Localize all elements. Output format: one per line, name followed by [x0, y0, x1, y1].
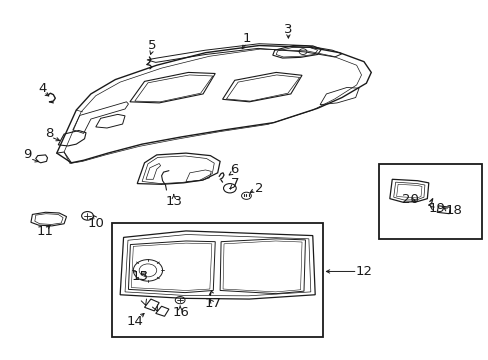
Text: 12: 12 [355, 265, 372, 278]
Bar [112, 223, 322, 337]
Text: 18: 18 [445, 204, 462, 217]
Text: 11: 11 [36, 225, 53, 238]
Text: 3: 3 [284, 23, 292, 36]
Text: 7: 7 [230, 177, 239, 190]
Text: 6: 6 [230, 163, 239, 176]
Text: 10: 10 [87, 216, 104, 230]
Text: 5: 5 [147, 39, 156, 52]
Text: 16: 16 [172, 306, 189, 319]
Text: 14: 14 [126, 315, 143, 328]
Text: 13: 13 [165, 195, 182, 208]
Bar [378, 164, 482, 239]
Text: 17: 17 [204, 297, 221, 310]
Text: 9: 9 [23, 148, 32, 161]
Text: 8: 8 [45, 127, 54, 140]
Text: 20: 20 [401, 193, 418, 206]
Text: 1: 1 [242, 32, 251, 45]
Text: 4: 4 [38, 82, 46, 95]
Text: 15: 15 [131, 270, 148, 283]
Text: 2: 2 [254, 183, 263, 195]
Text: 19: 19 [428, 202, 445, 215]
